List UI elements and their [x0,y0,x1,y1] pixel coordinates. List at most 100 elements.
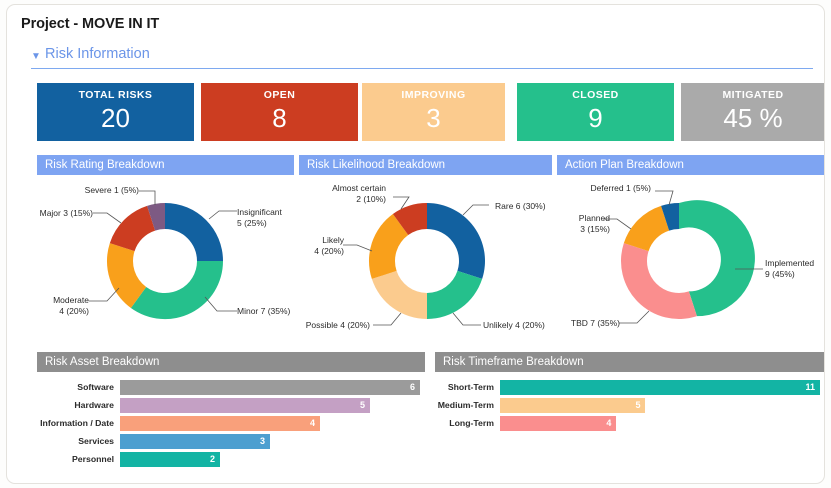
kpi-total-risks[interactable]: TOTAL RISKS 20 [37,83,194,141]
donut-slice-planned[interactable] [623,205,670,252]
dashboard-card: Project - MOVE IN IT ▼ Risk Information … [6,4,825,484]
panel-risk-likelihood: Risk Likelihood Breakdown [299,155,552,335]
bar[interactable]: 4 [500,416,617,431]
donut-slice-almost-certain[interactable] [392,202,427,236]
bar-value-label: 6 [409,382,415,392]
panel-body-risk-rating: Insignificant 5 (25%) Minor 7 (35%) Mode… [37,175,294,335]
kpi-improving[interactable]: IMPROVING 3 [362,83,505,141]
kpi-value: 45 % [723,103,783,133]
panel-body-action-plan: Implemented 9 (45%) TBD 7 (35%) Planned … [557,175,824,335]
bar-value-label: 11 [805,382,815,392]
bar-category-label: Medium-Term [437,400,494,410]
panel-body-risk-asset: Software 6 Hardware 5 Information / Date 4 Ser… [37,372,425,470]
bar-row: Software 6 [77,380,420,395]
donut-leader-lines [603,190,763,324]
page-title: Project - MOVE IN IT [21,16,160,32]
bar[interactable]: 5 [120,398,370,413]
donut-slice-tbd[interactable] [621,243,697,319]
donut-label-minor: Minor 7 (35%) [237,306,291,316]
donut-slice-possible[interactable] [371,270,427,319]
donut-svg-action-plan [603,190,763,324]
donut-slice-minor[interactable] [130,261,224,320]
donut-label-tbd: TBD 7 (35%) [570,318,620,328]
kpi-closed[interactable]: CLOSED 9 [517,83,674,141]
panel-header-risk-likelihood: Risk Likelihood Breakdown [299,155,552,175]
panel-header-risk-rating: Risk Rating Breakdown [37,155,294,175]
donut-label-possible: Possible 4 (20%) [305,320,370,330]
bar[interactable]: 11 [500,380,820,395]
kpi-label: CLOSED [572,89,619,101]
bar-row: Services 3 [78,434,420,449]
donut-label-likely: Likely 4 (20%) [314,235,344,256]
risk-information-section-header[interactable]: ▼ Risk Information [31,46,813,69]
kpi-value: 3 [426,103,441,133]
donut-label-unlikely: Unlikely 4 (20%) [483,320,545,330]
kpi-value: 20 [101,103,130,133]
donut-slice-rare[interactable] [427,203,485,279]
donut-label-insignificant: Insignificant 5 (25%) [237,207,282,228]
donut-slice-moderate[interactable] [106,243,147,309]
donut-label-deferred: Deferred 1 (5%) [590,183,651,193]
panel-title: Risk Asset Breakdown [45,356,160,368]
panel-risk-rating: Risk Rating Breakdown [37,155,294,335]
section-title-risk-information[interactable]: Risk Information [45,46,150,62]
donut-leader-lines [343,196,489,326]
kpi-label: TOTAL RISKS [78,89,153,101]
bar-value-label: 5 [635,400,641,410]
panel-title: Risk Rating Breakdown [45,159,165,171]
donut-label-implemented: Implemented 9 (45%) [765,258,815,279]
donut-slice-insignificant[interactable] [165,203,223,261]
panel-title: Action Plan Breakdown [565,159,684,171]
bar-value-label: 3 [259,436,265,446]
donut-label-major: Major 3 (15%) [39,208,93,218]
bar-row: Medium-Term 5 [438,398,820,413]
bar[interactable]: 3 [120,434,270,449]
bar-category-label: Short-Term [447,382,494,392]
panel-header-action-plan: Action Plan Breakdown [557,155,824,175]
bar-category-label: Software [77,382,114,392]
bar-value-label: 2 [209,454,215,464]
bar-row: Hardware 5 [74,398,420,413]
panel-body-risk-likelihood: Rare 6 (30%) Unlikely 4 (20%) Possible 4… [299,175,552,335]
bar[interactable]: 4 [120,416,320,431]
donut-slice-unlikely[interactable] [427,270,483,319]
bar[interactable]: 2 [120,452,220,467]
donut-chart-action-plan: Implemented 9 (45%) TBD 7 (35%) Planned … [557,175,824,335]
kpi-open[interactable]: OPEN 8 [201,83,358,141]
kpi-label: MITIGATED [722,89,784,101]
panel-title: Risk Likelihood Breakdown [307,159,446,171]
bar[interactable]: 5 [500,398,646,413]
donut-slice-implemented[interactable] [679,200,755,317]
donut-svg-risk-rating [89,190,237,320]
bar-value-label: 4 [309,418,315,428]
bar[interactable]: 6 [120,380,420,395]
donut-slice-likely[interactable] [368,213,409,279]
donut-label-moderate: Moderate 4 (20%) [53,295,89,316]
donut-svg-risk-likelihood [343,196,489,326]
bar-category-label: Services [78,436,114,446]
donut-slice-major[interactable] [109,205,156,252]
donut-slice-severe[interactable] [147,203,165,231]
donut-chart-risk-likelihood: Rare 6 (30%) Unlikely 4 (20%) Possible 4… [299,175,552,335]
kpi-mitigated[interactable]: MITIGATED 45 % [681,83,824,141]
donut-label-rare: Rare 6 (30%) [495,201,546,211]
bar-row: Long-Term 4 [449,416,820,431]
donut-label-severe: Severe 1 (5%) [84,185,139,195]
bar-value-label: 5 [359,400,365,410]
donut-label-almost-certain: Almost certain 2 (10%) [332,183,386,204]
bar-category-label: Hardware [74,400,114,410]
donut-leader-lines [89,190,237,312]
donut-slice-deferred[interactable] [661,203,679,231]
bar-category-label: Long-Term [449,418,494,428]
bar-category-label: Information / Date [40,418,114,428]
donut-label-planned: Planned 3 (15%) [578,213,610,234]
bar-row: Short-Term 11 [448,380,820,395]
chevron-down-icon[interactable]: ▼ [31,51,41,62]
panel-body-risk-timeframe: Short-Term 11 Medium-Term 5 Long-Term 4 [435,372,824,434]
panel-action-plan: Action Plan Breakdown [557,155,824,335]
bar-row: Personnel 2 [72,452,420,467]
kpi-label: OPEN [263,89,296,101]
bar-row: Information / Date 4 [40,416,420,431]
donut-chart-risk-rating: Insignificant 5 (25%) Minor 7 (35%) Mode… [37,175,294,335]
